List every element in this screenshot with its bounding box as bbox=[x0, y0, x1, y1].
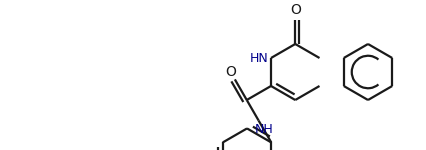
Text: HN: HN bbox=[249, 51, 268, 64]
Text: O: O bbox=[290, 3, 301, 17]
Text: O: O bbox=[225, 65, 236, 79]
Text: NH: NH bbox=[254, 123, 273, 136]
